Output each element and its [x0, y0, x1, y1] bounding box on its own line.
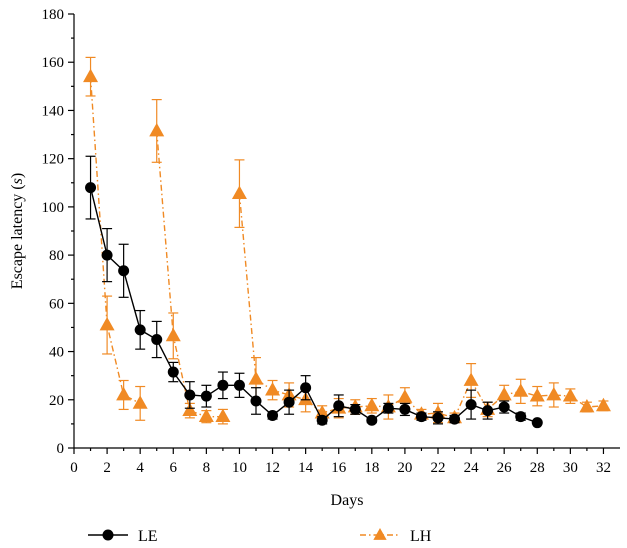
- le-point: [151, 334, 163, 345]
- legend: LE LH: [88, 528, 432, 545]
- lh-point: [513, 383, 529, 397]
- le-point: [267, 409, 279, 421]
- lh-point: [215, 408, 231, 423]
- lh-line: [238, 193, 604, 419]
- le-point: [217, 379, 229, 391]
- le-point: [515, 411, 527, 423]
- lh-point: [182, 402, 198, 417]
- x-tick-label: 10: [232, 460, 247, 476]
- le-point: [333, 400, 345, 412]
- y-axis-title-unit: s: [9, 178, 26, 184]
- y-tick-label: 180: [42, 7, 65, 23]
- lh-point: [248, 371, 264, 385]
- x-tick-label: 6: [170, 460, 178, 476]
- legend-lh-marker: [373, 528, 387, 540]
- x-tick-label: 8: [203, 460, 211, 476]
- y-tick-label: 20: [49, 393, 64, 409]
- legend-le-label: LE: [138, 528, 158, 545]
- le-point: [167, 366, 179, 378]
- lh-line: [89, 76, 141, 405]
- lh-point: [579, 398, 595, 413]
- y-axis-title-part: Escape latency (: [9, 184, 26, 289]
- lh-point: [562, 388, 578, 402]
- le-point: [482, 405, 494, 417]
- lh-point: [546, 386, 562, 401]
- series-layer: [83, 56, 611, 429]
- le-point: [118, 265, 130, 277]
- le-point: [283, 396, 295, 408]
- lh-point: [364, 397, 380, 412]
- legend-le-marker: [102, 529, 114, 541]
- le-point: [465, 399, 477, 411]
- le-point: [250, 395, 262, 407]
- y-tick-label: 40: [49, 345, 64, 361]
- le-point: [382, 402, 394, 414]
- x-tick-label: 16: [331, 460, 347, 476]
- x-tick-label: 2: [103, 460, 111, 476]
- le-point: [300, 382, 312, 394]
- y-tick-label: 120: [42, 152, 65, 168]
- le-point: [85, 182, 97, 194]
- y-tick-label: 100: [42, 200, 65, 216]
- y-tick-label: 0: [57, 441, 65, 457]
- x-tick-label: 26: [497, 460, 513, 476]
- lh-point: [198, 408, 214, 423]
- lh-point: [149, 122, 165, 137]
- lh-point: [116, 386, 132, 401]
- lh-point: [397, 389, 413, 403]
- lh-point: [265, 382, 281, 396]
- series-le: [85, 155, 543, 429]
- x-tick-label: 0: [70, 460, 78, 476]
- legend-item-le: LE: [88, 528, 158, 545]
- le-point: [449, 413, 461, 425]
- lh-point: [165, 327, 181, 342]
- x-tick-label: 24: [464, 460, 480, 476]
- lh-point: [99, 317, 115, 331]
- series-lh: [83, 56, 611, 425]
- le-point: [134, 324, 146, 336]
- x-tick-label: 20: [397, 460, 412, 476]
- x-tick-label: 4: [136, 460, 144, 476]
- le-point: [531, 417, 543, 429]
- lh-point: [132, 395, 148, 409]
- le-point: [415, 411, 427, 423]
- lh-point: [595, 397, 611, 412]
- le-point: [233, 379, 245, 391]
- le-point: [366, 414, 378, 426]
- le-point: [101, 249, 113, 261]
- x-tick-label: 12: [265, 460, 280, 476]
- y-tick-label: 80: [49, 248, 64, 264]
- le-line: [89, 187, 538, 424]
- x-tick-label: 28: [530, 460, 545, 476]
- lh-point: [231, 185, 247, 200]
- x-tick-label: 22: [431, 460, 446, 476]
- x-tick-label: 18: [364, 460, 379, 476]
- x-tick-label: 30: [563, 460, 578, 476]
- le-point: [200, 390, 212, 402]
- y-tick-label: 160: [42, 55, 65, 71]
- lh-line: [156, 130, 223, 418]
- le-point: [399, 403, 411, 415]
- x-tick-label: 32: [596, 460, 611, 476]
- legend-item-lh: LH: [360, 528, 432, 545]
- legend-lh-label: LH: [410, 528, 432, 545]
- lh-point: [83, 68, 99, 83]
- y-axis-title: Escape latency (s): [9, 173, 26, 289]
- le-point: [184, 389, 196, 401]
- x-axis-title: Days: [331, 492, 364, 509]
- y-tick-label: 60: [49, 296, 64, 312]
- y-tick-label: 140: [42, 103, 65, 119]
- y-axis-title-part: ): [9, 173, 26, 178]
- le-point: [498, 401, 510, 413]
- lh-point: [463, 372, 479, 386]
- lh-point: [529, 388, 545, 402]
- le-point: [316, 414, 328, 426]
- le-point: [432, 412, 444, 424]
- le-point: [349, 403, 361, 415]
- lh-point: [496, 386, 512, 401]
- x-tick-label: 14: [298, 460, 314, 476]
